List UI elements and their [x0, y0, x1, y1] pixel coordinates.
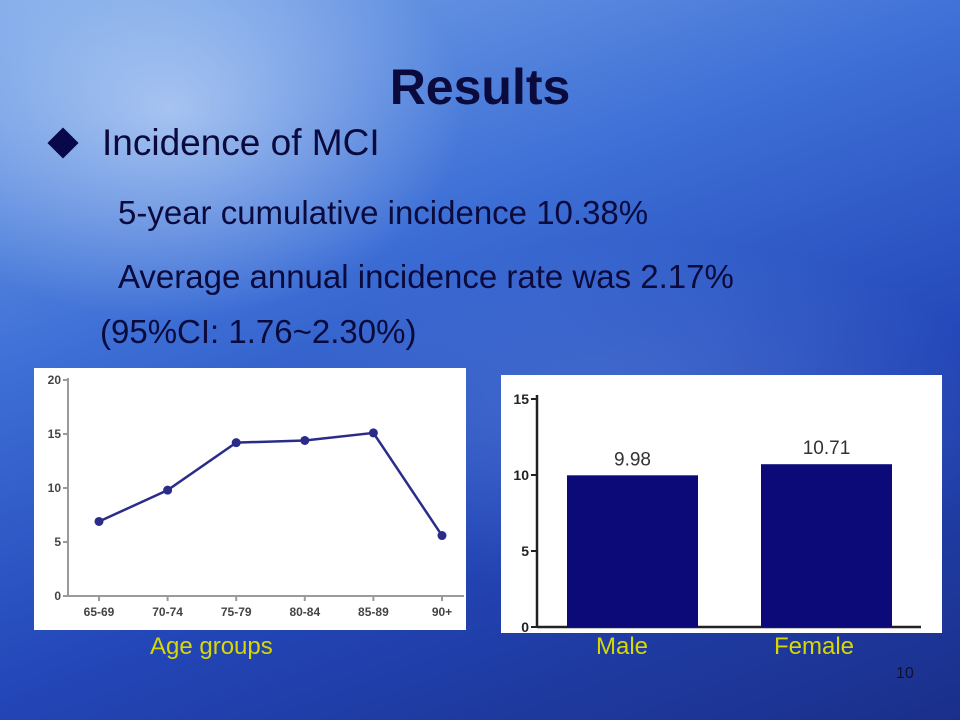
age-groups-caption: Age groups — [150, 633, 273, 660]
x-tick-label: 90+ — [432, 605, 452, 619]
confidence-interval-text: (95%CI: 1.76~2.30%) — [100, 313, 417, 350]
bullet-heading: Incidence of MCI — [102, 122, 380, 163]
y-tick-label: 0 — [54, 589, 61, 603]
y-tick-label: 10 — [48, 481, 62, 495]
x-tick-label: 75-79 — [221, 605, 252, 619]
page-number: 10 — [896, 665, 914, 682]
data-point — [231, 438, 241, 448]
bar-value-label: 10.71 — [803, 438, 851, 459]
y-tick-label: 10 — [513, 467, 529, 483]
x-tick-label: 70-74 — [152, 605, 183, 619]
y-tick-label: 15 — [48, 427, 62, 441]
female-caption: Female — [774, 633, 855, 660]
y-tick-label: 20 — [48, 373, 62, 387]
slide-title: Results — [389, 59, 571, 115]
annual-incidence-text: Average annual incidence rate was 2.17% — [118, 258, 734, 295]
data-point — [368, 428, 378, 438]
male-caption: Male — [596, 633, 649, 660]
x-tick-label: 80-84 — [289, 605, 320, 619]
cumulative-incidence-text: 5-year cumulative incidence 10.38% — [118, 194, 649, 231]
x-tick-label: 65-69 — [84, 605, 115, 619]
data-point — [437, 531, 447, 541]
y-tick-label: 5 — [521, 543, 529, 559]
sex-bar-chart: 0 5 10 15 9.98 10.71 — [513, 391, 921, 635]
bar-value-label: 9.98 — [614, 449, 651, 470]
bullet-row: Incidence of MCI — [47, 122, 380, 164]
age-line-chart: 0 5 10 15 20 65-69 70-74 75-79 80-84 85-89 90+ — [48, 373, 464, 619]
y-tick-label: 0 — [521, 619, 529, 633]
male-bar — [567, 475, 698, 627]
y-tick-label: 15 — [513, 391, 529, 407]
x-tick-label: 85-89 — [358, 605, 389, 619]
age-line-chart-panel: 0 5 10 15 20 65-69 70-74 75-79 80-84 85-89 90+ — [34, 368, 466, 630]
data-point — [94, 516, 104, 526]
y-tick-label: 5 — [54, 535, 61, 549]
incidence-series-line — [98, 431, 444, 537]
diamond-bullet-icon — [47, 127, 79, 159]
female-bar — [761, 464, 892, 627]
data-point — [163, 485, 173, 495]
data-point — [300, 435, 310, 445]
sex-bar-chart-panel: 0 5 10 15 9.98 10.71 — [501, 375, 942, 635]
